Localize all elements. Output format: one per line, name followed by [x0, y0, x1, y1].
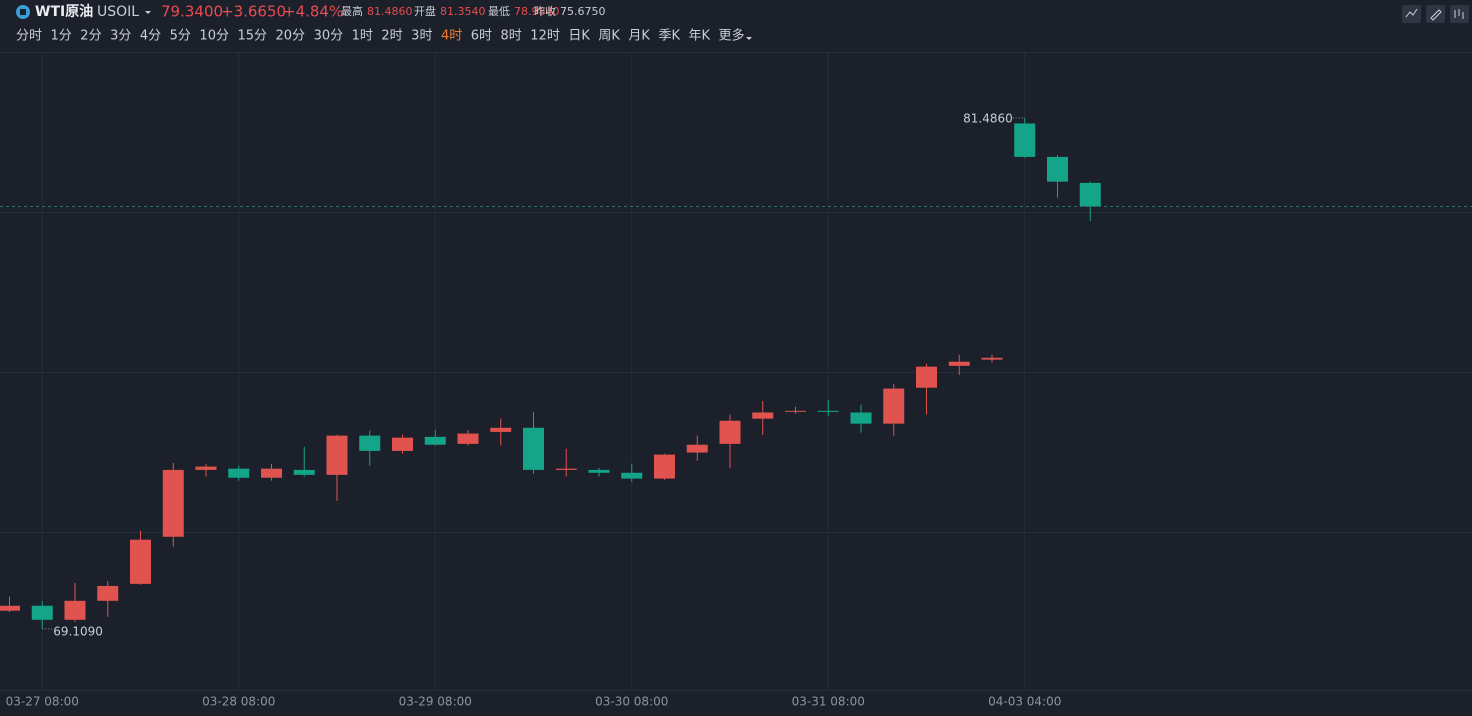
- tools: [1402, 5, 1469, 23]
- period-tab[interactable]: 2时: [381, 29, 402, 44]
- period-tab[interactable]: 5分: [170, 29, 191, 44]
- x-tick-label: 03-28 08:00: [202, 695, 275, 709]
- dropdown-caret: [746, 37, 753, 40]
- candle-body: [948, 361, 970, 366]
- candle-body: [97, 585, 119, 601]
- candle-body: [981, 357, 1003, 360]
- period-tab[interactable]: 日K: [568, 29, 590, 44]
- change: +3.6650: [221, 3, 286, 21]
- period-tab[interactable]: 年K: [688, 29, 710, 44]
- stat-label: 昨收: [534, 4, 556, 18]
- tool-icon: [1405, 8, 1418, 18]
- candle-body: [490, 427, 512, 432]
- period-tab[interactable]: 8时: [501, 29, 522, 44]
- x-tick-label: 03-30 08:00: [595, 695, 668, 709]
- period-tab[interactable]: 1时: [352, 29, 373, 44]
- candle-body: [424, 436, 446, 445]
- candle-body: [850, 412, 872, 424]
- candle-body: [555, 468, 577, 470]
- candle-body: [686, 444, 708, 453]
- candle-body: [523, 427, 544, 470]
- period-tab[interactable]: 月K: [628, 29, 650, 44]
- candle-body: [392, 437, 413, 451]
- period-tab[interactable]: 20分: [276, 29, 306, 44]
- period-tab[interactable]: 4时: [441, 29, 462, 44]
- price: 79.3400: [161, 3, 223, 21]
- candle-body: [621, 472, 643, 479]
- candle-body: [1047, 156, 1068, 182]
- grid-h: [0, 52, 1472, 691]
- x-tick-label: 03-31 08:00: [792, 695, 865, 709]
- x-tick-label: 03-29 08:00: [399, 695, 472, 709]
- candle-body: [457, 433, 479, 444]
- period-tab[interactable]: 6时: [471, 29, 492, 44]
- x-tick-label: 04-03 04:00: [988, 695, 1061, 709]
- stat-value: 78.9840: [514, 5, 560, 18]
- candle-body: [359, 435, 381, 451]
- symbol-icon-inner: [20, 9, 26, 15]
- candle-body: [752, 412, 774, 419]
- candle-body: [1079, 182, 1101, 207]
- period-tab[interactable]: 3分: [110, 29, 131, 44]
- candle-body: [0, 605, 20, 611]
- symbol: USOIL: [97, 4, 139, 20]
- candle-body: [654, 454, 675, 479]
- period-tab[interactable]: 分时: [16, 29, 42, 44]
- candle-body: [1014, 123, 1036, 157]
- period-tab[interactable]: 季K: [658, 29, 680, 44]
- low-annotation: 69.1090: [53, 624, 103, 638]
- period-tab[interactable]: 30分: [314, 29, 344, 44]
- tool-icon: [1454, 9, 1464, 19]
- stat-value: 81.4860: [367, 5, 413, 18]
- candle-body: [162, 469, 184, 537]
- stat-label: 最高: [341, 4, 363, 18]
- stat-label: 开盘: [414, 4, 436, 18]
- period-tab[interactable]: 15分: [237, 29, 267, 44]
- candle-body: [64, 600, 86, 620]
- candle-body: [195, 466, 217, 470]
- period-tab[interactable]: 12时: [530, 29, 560, 44]
- instrument-name: WTI原油: [35, 3, 93, 20]
- dropdown-caret: [145, 11, 151, 14]
- candle-body: [719, 420, 741, 444]
- candle-body: [31, 605, 53, 620]
- candle-body: [817, 410, 839, 412]
- stat-label: 最低: [488, 5, 510, 18]
- x-tick-label: 03-27 08:00: [6, 695, 79, 709]
- period-tab[interactable]: 3时: [411, 29, 432, 44]
- high-annotation: 81.4860: [963, 111, 1013, 125]
- period-tab[interactable]: 10分: [199, 29, 229, 44]
- candle-body: [261, 468, 282, 478]
- period-tab[interactable]: 1分: [51, 29, 72, 44]
- tool-icon: [1430, 9, 1442, 21]
- candle-body: [326, 435, 348, 475]
- candle-body: [293, 469, 315, 475]
- stat-value: 81.3540: [440, 5, 486, 18]
- period-tab[interactable]: 4分: [140, 29, 161, 44]
- candle-body: [883, 388, 905, 424]
- candle-body: [916, 366, 937, 388]
- candle-body: [588, 469, 610, 473]
- period-tab[interactable]: 周K: [598, 29, 620, 44]
- change-pct: +4.84%: [283, 3, 343, 21]
- candle-body: [228, 468, 250, 478]
- period-tab[interactable]: 2分: [80, 29, 101, 44]
- candle-body: [130, 539, 151, 584]
- stat-value: 75.6750: [560, 5, 606, 18]
- period-tab[interactable]: 更多: [719, 28, 745, 44]
- candle-body: [785, 410, 806, 412]
